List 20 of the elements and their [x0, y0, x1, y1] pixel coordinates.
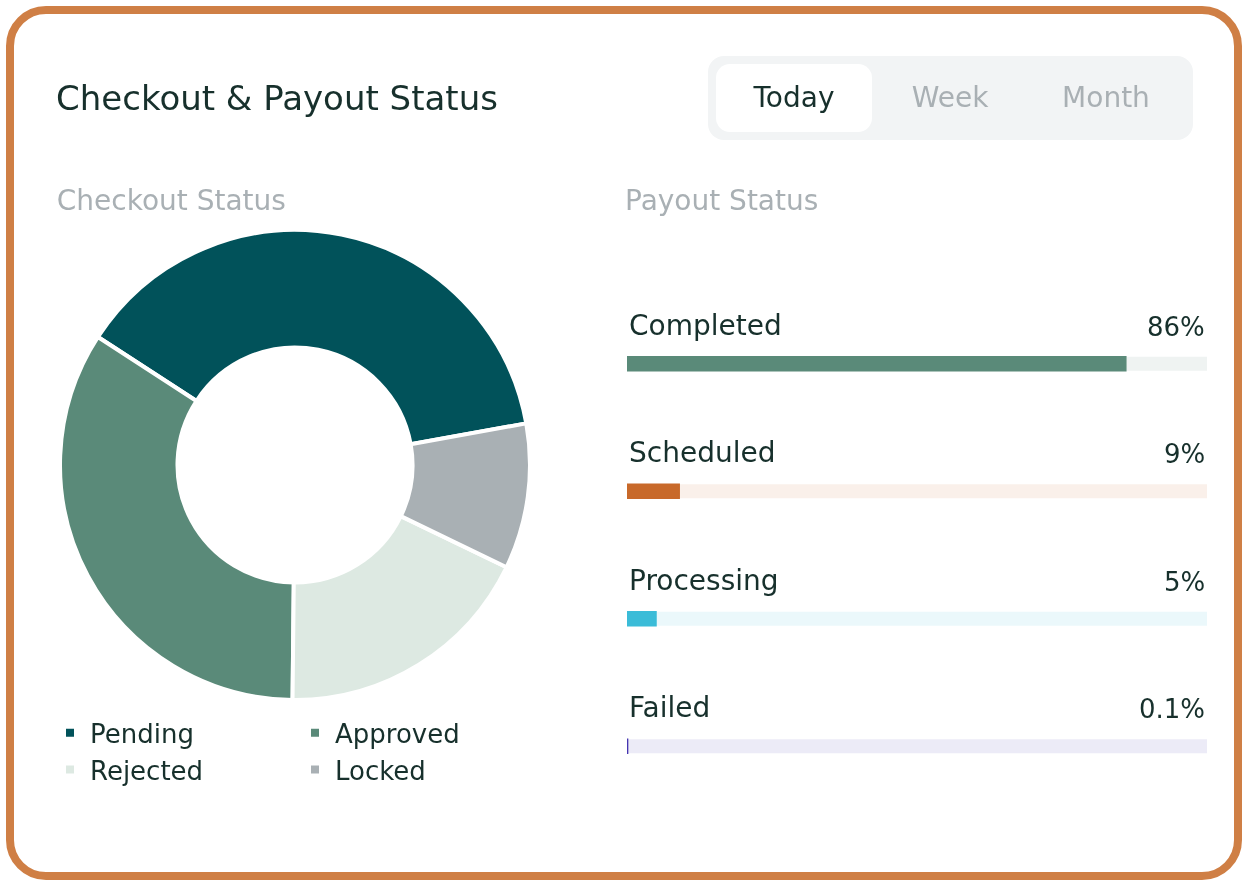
category-label: Scheduled — [629, 436, 776, 469]
category-label: Failed — [629, 691, 711, 724]
text: Month — [1061, 80, 1151, 116]
chart-title: Checkout Status — [56, 184, 286, 217]
category-label: Processing — [629, 564, 779, 597]
bar — [627, 610, 657, 627]
data-label: 0.1% — [1139, 694, 1206, 724]
legend-label: Pending — [90, 718, 194, 749]
legend-label: Approved — [335, 718, 460, 749]
bar — [627, 483, 680, 500]
legend-label: Rejected — [90, 755, 204, 786]
data-label: 9% — [1164, 439, 1206, 469]
chart-title: Payout Status — [625, 184, 819, 217]
data-label: 86% — [1147, 312, 1205, 342]
data-label: 5% — [1164, 567, 1206, 597]
text: Week — [910, 80, 990, 116]
legend-label: Locked — [335, 755, 426, 786]
category-label: Completed — [629, 309, 782, 342]
text: Today — [716, 64, 872, 132]
text: Checkout & Payout Status — [56, 78, 498, 118]
